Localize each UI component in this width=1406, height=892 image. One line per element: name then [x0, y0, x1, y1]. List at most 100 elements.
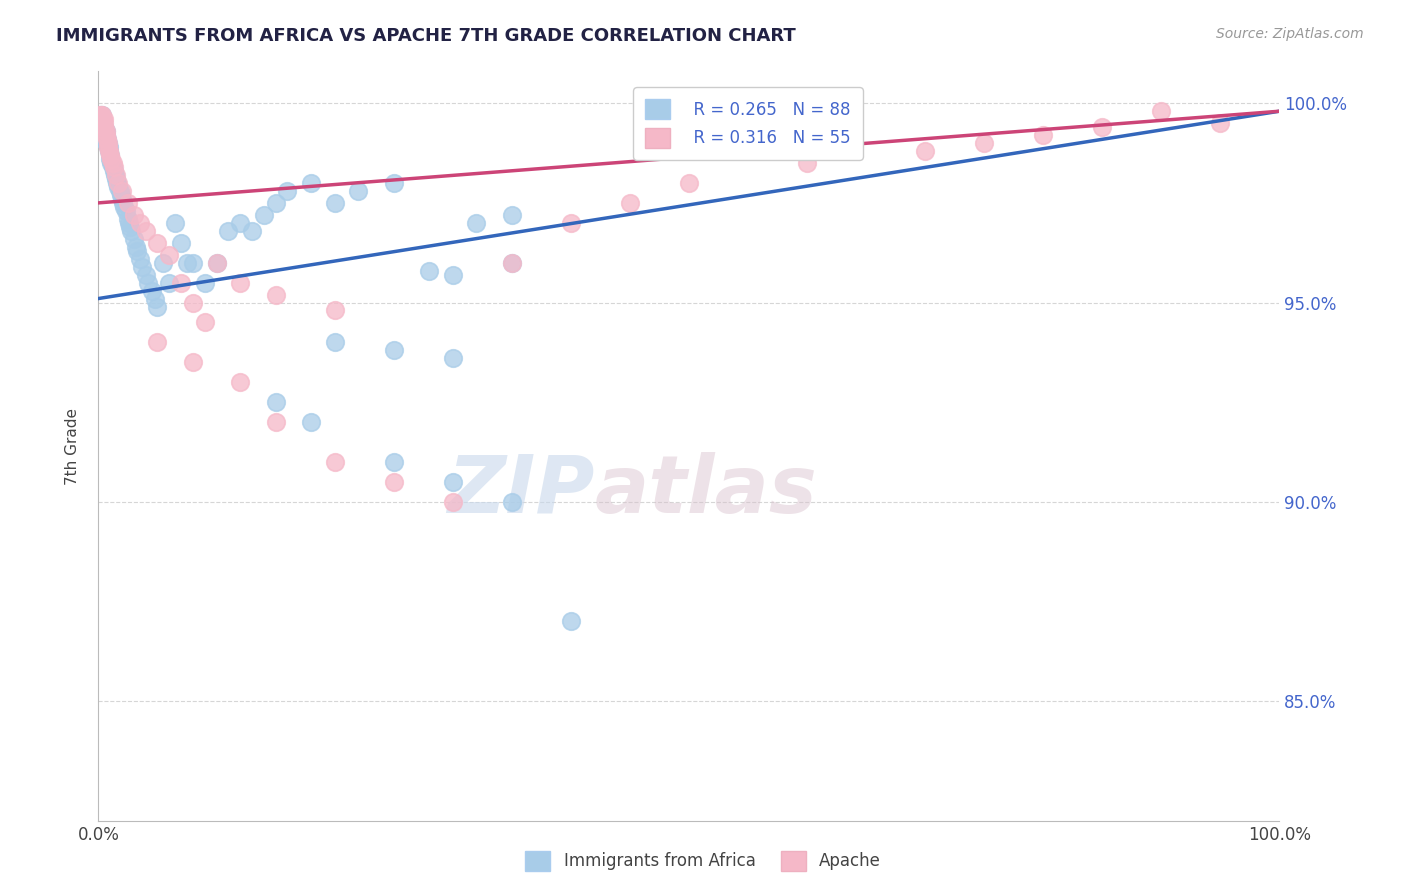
- Point: [90, 112, 112, 127]
- Point: [205, 255, 228, 269]
- Point: [91, 112, 114, 127]
- Point: [96, 132, 118, 146]
- Point: [501, 208, 523, 222]
- Point: [143, 292, 166, 306]
- Point: [181, 295, 204, 310]
- Point: [91, 116, 114, 130]
- Point: [91, 108, 114, 122]
- Point: [382, 455, 405, 469]
- Point: [107, 176, 129, 190]
- Point: [112, 200, 135, 214]
- Point: [914, 144, 936, 158]
- Point: [91, 124, 114, 138]
- Point: [347, 184, 370, 198]
- Point: [90, 112, 112, 127]
- Point: [94, 128, 117, 142]
- Point: [128, 216, 150, 230]
- Point: [323, 195, 346, 210]
- Point: [240, 224, 263, 238]
- Point: [217, 224, 239, 238]
- Point: [111, 184, 134, 198]
- Legend:   R = 0.265   N = 88,   R = 0.316   N = 55: R = 0.265 N = 88, R = 0.316 N = 55: [633, 87, 863, 160]
- Point: [108, 184, 131, 198]
- Point: [122, 232, 145, 246]
- Point: [122, 208, 145, 222]
- Point: [103, 160, 125, 174]
- Point: [117, 211, 139, 226]
- Point: [146, 300, 169, 314]
- Point: [118, 216, 141, 230]
- Point: [441, 475, 464, 489]
- Text: Source: ZipAtlas.com: Source: ZipAtlas.com: [1216, 27, 1364, 41]
- Point: [264, 395, 287, 409]
- Point: [98, 140, 121, 154]
- Point: [105, 168, 128, 182]
- Point: [91, 116, 114, 130]
- Point: [91, 116, 114, 130]
- Point: [382, 343, 405, 358]
- Point: [94, 124, 117, 138]
- Point: [91, 124, 114, 138]
- Point: [299, 176, 322, 190]
- Point: [110, 188, 132, 202]
- Point: [97, 136, 120, 150]
- Point: [560, 615, 582, 629]
- Point: [104, 168, 127, 182]
- Point: [619, 195, 641, 210]
- Point: [90, 116, 112, 130]
- Point: [323, 335, 346, 350]
- Point: [100, 152, 122, 166]
- Point: [101, 160, 124, 174]
- Point: [107, 180, 129, 194]
- Point: [112, 195, 135, 210]
- Point: [253, 208, 276, 222]
- Point: [560, 216, 582, 230]
- Point: [90, 108, 112, 122]
- Point: [93, 132, 115, 146]
- Point: [114, 203, 136, 218]
- Point: [97, 140, 120, 154]
- Point: [98, 144, 121, 158]
- Point: [135, 224, 157, 238]
- Point: [101, 156, 124, 170]
- Point: [97, 136, 120, 150]
- Point: [93, 116, 115, 130]
- Point: [91, 132, 114, 146]
- Point: [501, 255, 523, 269]
- Point: [93, 124, 115, 138]
- Point: [1209, 116, 1232, 130]
- Point: [94, 132, 117, 146]
- Point: [157, 248, 180, 262]
- Point: [105, 176, 128, 190]
- Text: atlas: atlas: [595, 452, 817, 530]
- Point: [465, 216, 488, 230]
- Point: [382, 176, 405, 190]
- Point: [141, 284, 163, 298]
- Point: [98, 148, 121, 162]
- Point: [165, 216, 187, 230]
- Point: [127, 244, 149, 258]
- Point: [91, 108, 114, 122]
- Point: [98, 144, 121, 158]
- Point: [229, 276, 252, 290]
- Point: [105, 172, 128, 186]
- Point: [418, 263, 440, 277]
- Point: [1150, 104, 1173, 119]
- Point: [97, 140, 120, 154]
- Point: [176, 255, 198, 269]
- Point: [1091, 120, 1114, 135]
- Point: [973, 136, 995, 150]
- Point: [146, 235, 169, 250]
- Text: ZIP: ZIP: [447, 452, 595, 530]
- Point: [229, 216, 252, 230]
- Point: [94, 124, 117, 138]
- Point: [128, 252, 150, 266]
- Point: [91, 112, 114, 127]
- Point: [323, 455, 346, 469]
- Point: [152, 255, 174, 269]
- Point: [136, 276, 159, 290]
- Point: [501, 495, 523, 509]
- Point: [103, 164, 125, 178]
- Point: [91, 120, 114, 135]
- Point: [93, 128, 115, 142]
